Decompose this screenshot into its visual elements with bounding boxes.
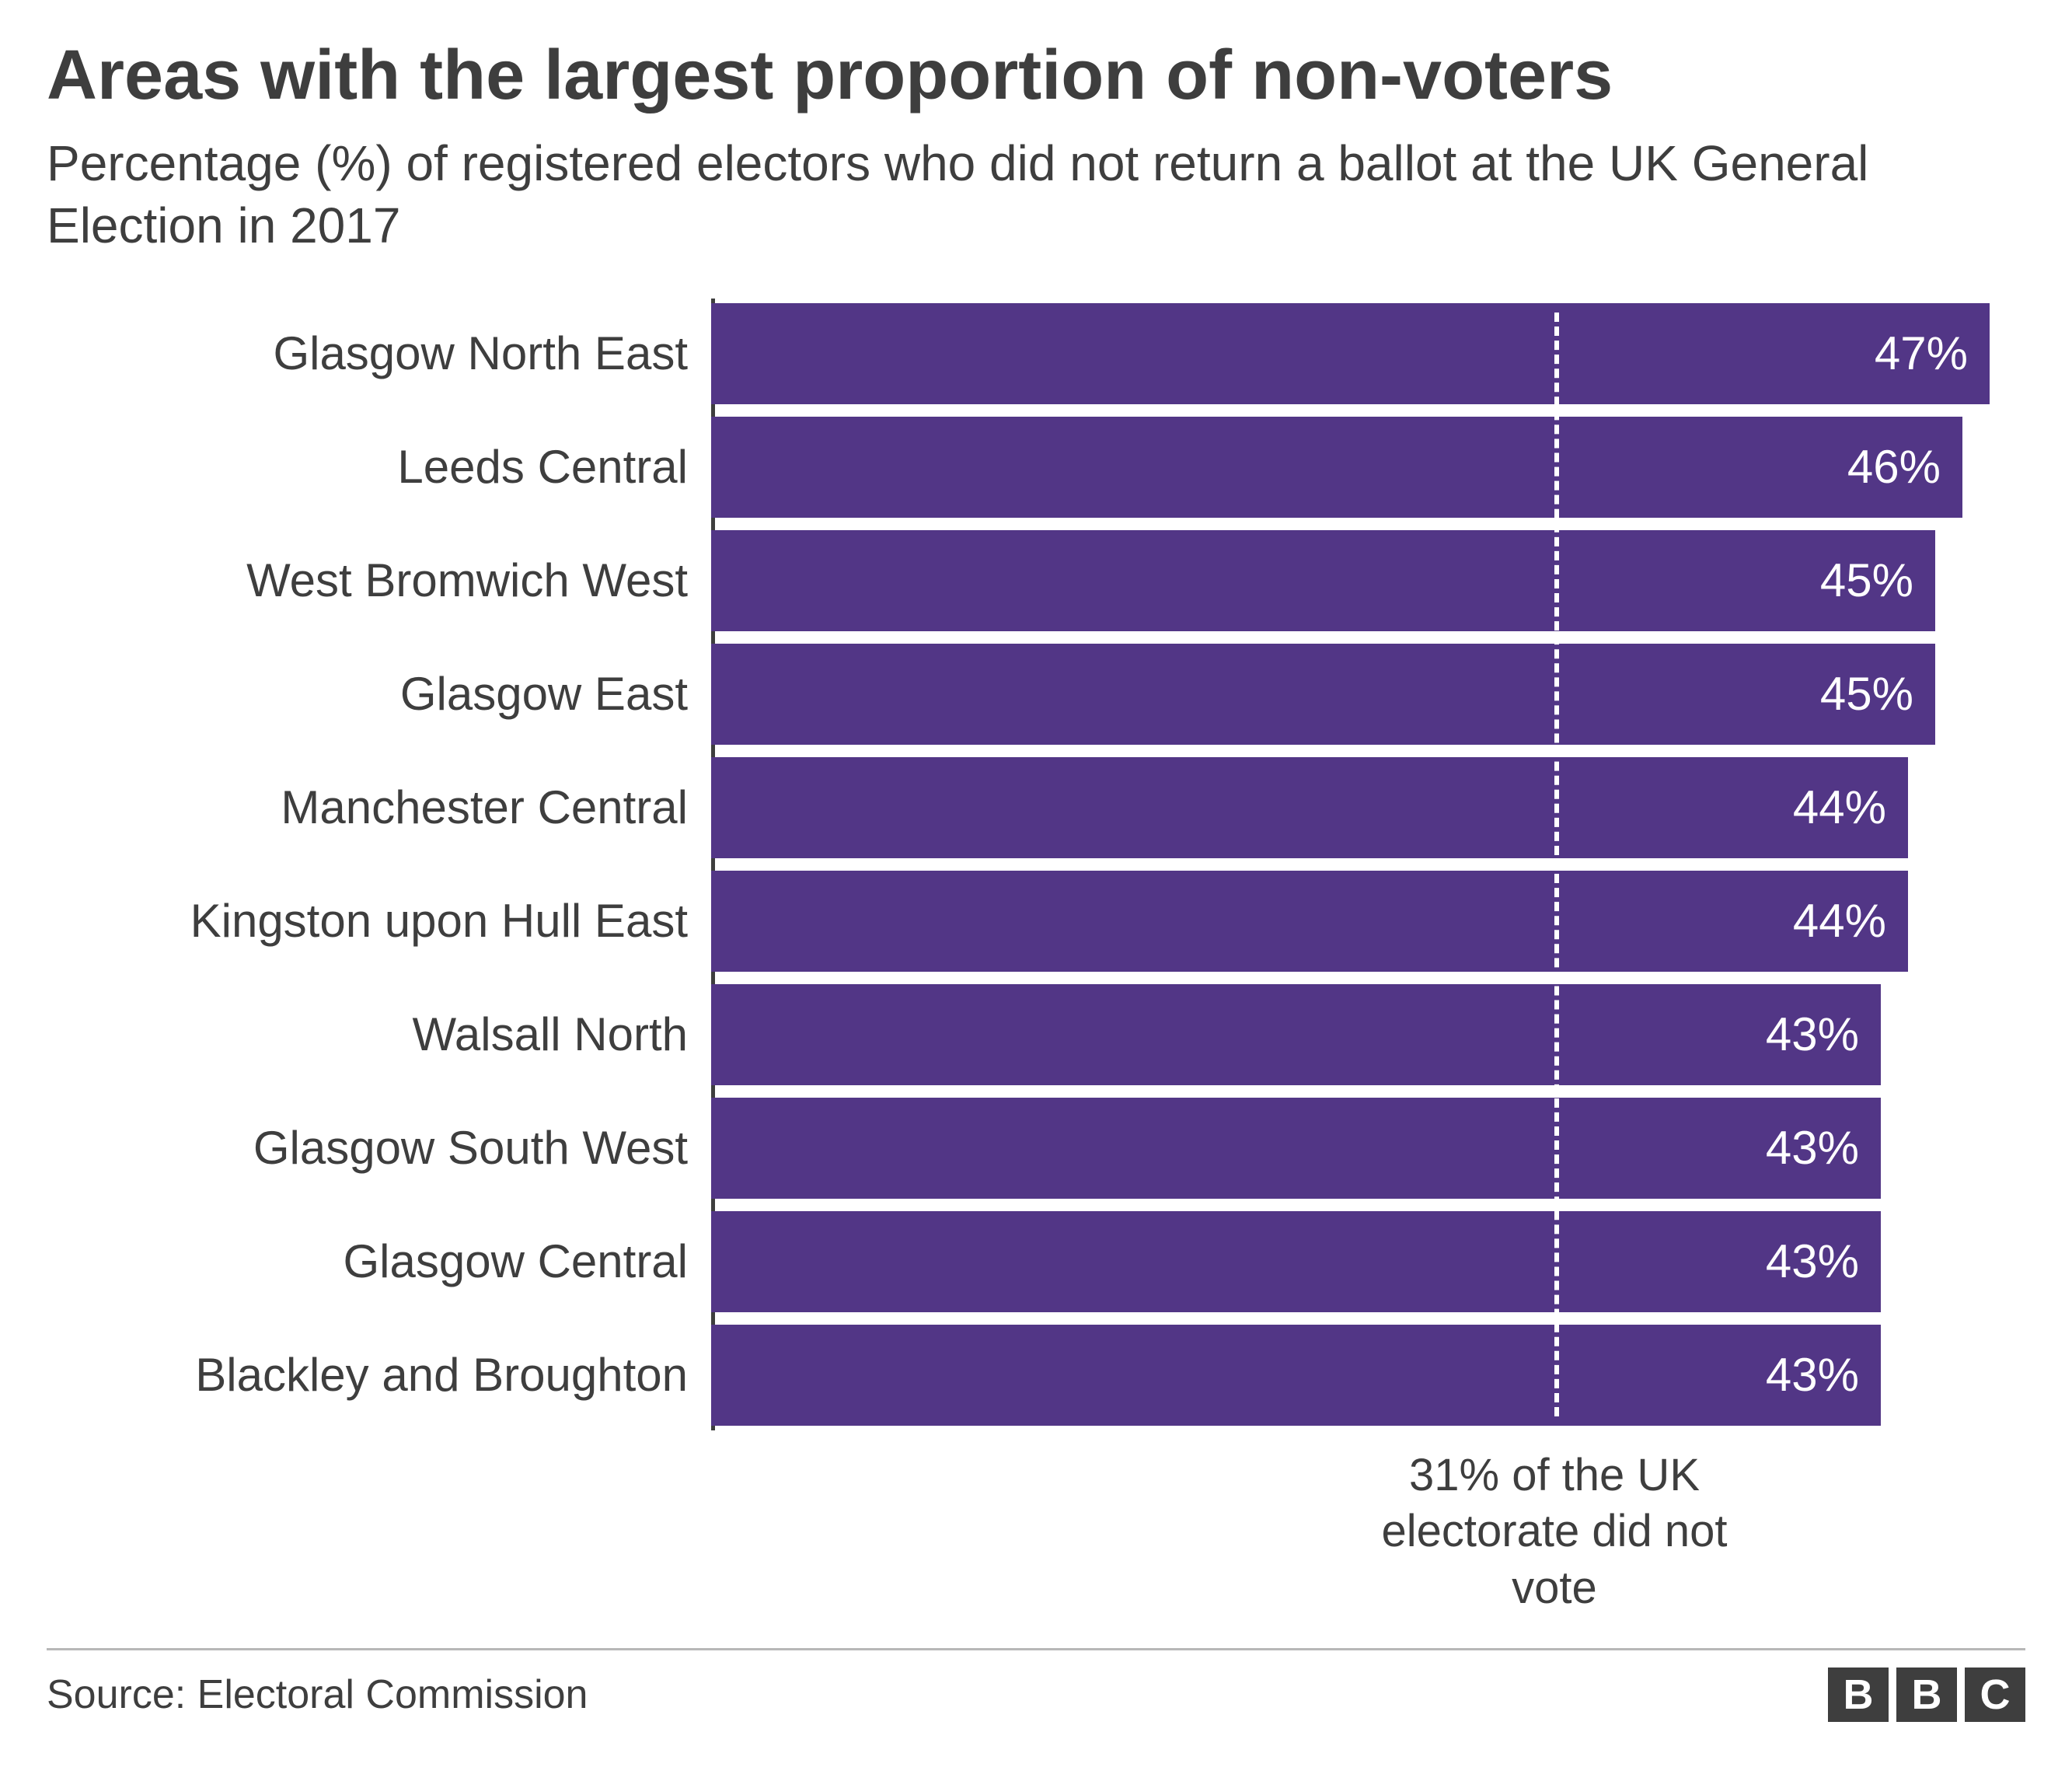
bar-track: 47% (711, 303, 2017, 404)
bar-track: 43% (711, 1211, 2017, 1312)
bar: 43% (711, 984, 1881, 1085)
chart-footer: Source: Electoral Commission B B C (47, 1648, 2025, 1722)
y-axis-label: Glasgow South West (47, 1121, 711, 1175)
bar-track: 46% (711, 417, 2017, 518)
chart-subtitle: Percentage (%) of registered electors wh… (47, 132, 1990, 257)
bar-track: 43% (711, 984, 2017, 1085)
y-axis-label: Manchester Central (47, 780, 711, 834)
bar-row: West Bromwich West 45% (47, 530, 2025, 631)
y-axis-label: Glasgow East (47, 667, 711, 721)
bar-value-label: 45% (1820, 667, 1913, 721)
bar-value-label: 43% (1766, 1121, 1859, 1175)
y-axis-label: Blackley and Broughton (47, 1348, 711, 1402)
source-text: Source: Electoral Commission (47, 1671, 588, 1718)
bar-track: 44% (711, 757, 2017, 858)
bar-value-label: 44% (1793, 780, 1886, 834)
bbc-logo-letter: C (1965, 1668, 2025, 1722)
bar: 47% (711, 303, 1990, 404)
bar-track: 43% (711, 1098, 2017, 1199)
bar-row: Walsall North 43% (47, 984, 2025, 1085)
reference-line (1554, 313, 1559, 1416)
bars-container: Glasgow North East 47% Leeds Central 46% Wes… (47, 303, 2025, 1426)
bar: 43% (711, 1211, 1881, 1312)
bar-row: Kingston upon Hull East 44% (47, 871, 2025, 972)
bbc-logo-letter: B (1828, 1668, 1889, 1722)
bar-value-label: 45% (1820, 554, 1913, 607)
bar-row: Blackley and Broughton 43% (47, 1325, 2025, 1426)
bar: 45% (711, 644, 1935, 745)
bar-track: 44% (711, 871, 2017, 972)
bar: 44% (711, 871, 1908, 972)
bar-value-label: 43% (1766, 1007, 1859, 1061)
bar-track: 45% (711, 644, 2017, 745)
chart-area: Glasgow North East 47% Leeds Central 46% Wes… (47, 303, 2025, 1469)
y-axis-label: Walsall North (47, 1007, 711, 1061)
bar-row: Manchester Central 44% (47, 757, 2025, 858)
y-axis-label: Glasgow Central (47, 1234, 711, 1288)
y-axis-label: Kingston upon Hull East (47, 894, 711, 948)
bar: 45% (711, 530, 1935, 631)
y-axis-label: Glasgow North East (47, 327, 711, 380)
bar-value-label: 43% (1766, 1348, 1859, 1402)
bar-value-label: 44% (1793, 894, 1886, 948)
y-axis-label: West Bromwich West (47, 554, 711, 607)
y-axis-label: Leeds Central (47, 440, 711, 494)
bar-value-label: 46% (1847, 440, 1941, 494)
bar: 43% (711, 1098, 1881, 1199)
bar-row: Glasgow South West 43% (47, 1098, 2025, 1199)
reference-label: 31% of the UK electorate did not vote (1345, 1447, 1764, 1617)
bbc-logo-letter: B (1896, 1668, 1957, 1722)
bar-track: 43% (711, 1325, 2017, 1426)
bar: 43% (711, 1325, 1881, 1426)
bar: 46% (711, 417, 1962, 518)
bar-value-label: 47% (1875, 327, 1968, 380)
bar-row: Glasgow East 45% (47, 644, 2025, 745)
bar-row: Glasgow Central 43% (47, 1211, 2025, 1312)
bar-track: 45% (711, 530, 2017, 631)
bar: 44% (711, 757, 1908, 858)
bar-row: Leeds Central 46% (47, 417, 2025, 518)
chart-title: Areas with the largest proportion of non… (47, 39, 2025, 113)
bbc-logo: B B C (1828, 1668, 2025, 1722)
bar-row: Glasgow North East 47% (47, 303, 2025, 404)
bar-value-label: 43% (1766, 1234, 1859, 1288)
